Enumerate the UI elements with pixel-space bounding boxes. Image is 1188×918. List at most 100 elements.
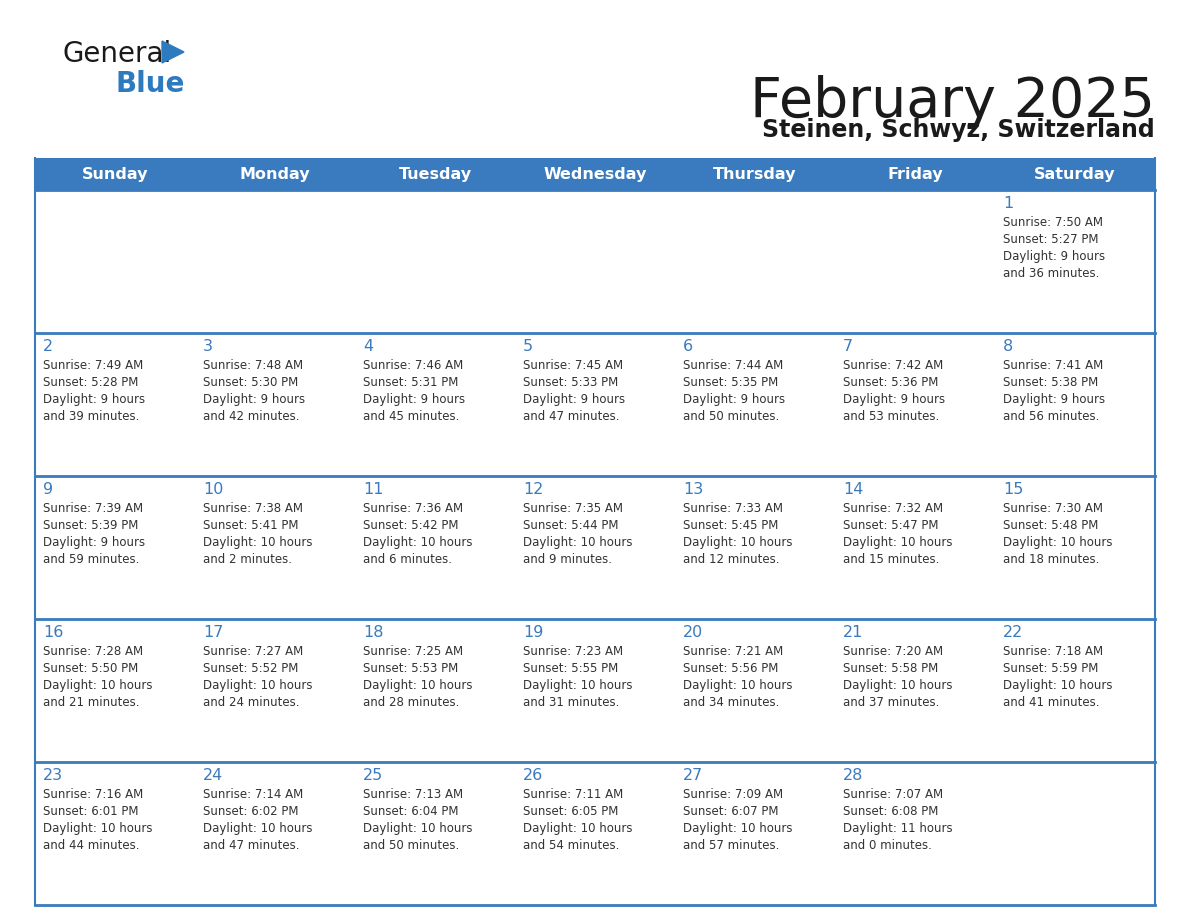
Text: Sunrise: 7:09 AM: Sunrise: 7:09 AM bbox=[683, 788, 783, 801]
Text: Sunset: 5:33 PM: Sunset: 5:33 PM bbox=[523, 376, 618, 389]
Text: Sunrise: 7:13 AM: Sunrise: 7:13 AM bbox=[364, 788, 463, 801]
Text: Sunrise: 7:23 AM: Sunrise: 7:23 AM bbox=[523, 645, 624, 658]
Text: and 6 minutes.: and 6 minutes. bbox=[364, 553, 451, 566]
Text: Friday: Friday bbox=[887, 166, 943, 182]
Text: 6: 6 bbox=[683, 339, 693, 354]
Text: Sunset: 5:39 PM: Sunset: 5:39 PM bbox=[43, 519, 138, 532]
Text: Monday: Monday bbox=[240, 166, 310, 182]
Text: and 21 minutes.: and 21 minutes. bbox=[43, 696, 139, 709]
Text: and 37 minutes.: and 37 minutes. bbox=[843, 696, 940, 709]
Text: and 47 minutes.: and 47 minutes. bbox=[523, 410, 619, 423]
Text: Daylight: 10 hours: Daylight: 10 hours bbox=[1003, 536, 1112, 549]
Text: Daylight: 10 hours: Daylight: 10 hours bbox=[683, 536, 792, 549]
Text: Sunrise: 7:38 AM: Sunrise: 7:38 AM bbox=[203, 502, 303, 515]
Text: Daylight: 10 hours: Daylight: 10 hours bbox=[843, 536, 953, 549]
Text: Sunset: 5:50 PM: Sunset: 5:50 PM bbox=[43, 662, 138, 675]
Text: General: General bbox=[62, 40, 171, 68]
Text: Sunrise: 7:32 AM: Sunrise: 7:32 AM bbox=[843, 502, 943, 515]
Text: Daylight: 10 hours: Daylight: 10 hours bbox=[203, 679, 312, 692]
Text: Daylight: 10 hours: Daylight: 10 hours bbox=[203, 822, 312, 835]
Text: Sunrise: 7:42 AM: Sunrise: 7:42 AM bbox=[843, 359, 943, 372]
Text: Sunset: 5:38 PM: Sunset: 5:38 PM bbox=[1003, 376, 1098, 389]
Bar bbox=[34, 158, 1155, 190]
Text: Sunset: 5:35 PM: Sunset: 5:35 PM bbox=[683, 376, 778, 389]
Text: and 0 minutes.: and 0 minutes. bbox=[843, 839, 931, 852]
Text: and 50 minutes.: and 50 minutes. bbox=[364, 839, 460, 852]
Text: Sunset: 5:44 PM: Sunset: 5:44 PM bbox=[523, 519, 619, 532]
Text: and 47 minutes.: and 47 minutes. bbox=[203, 839, 299, 852]
Text: Daylight: 9 hours: Daylight: 9 hours bbox=[523, 393, 625, 406]
Text: Daylight: 9 hours: Daylight: 9 hours bbox=[843, 393, 946, 406]
Text: Saturday: Saturday bbox=[1035, 166, 1116, 182]
Text: and 53 minutes.: and 53 minutes. bbox=[843, 410, 940, 423]
Text: Daylight: 9 hours: Daylight: 9 hours bbox=[43, 393, 145, 406]
Text: and 18 minutes.: and 18 minutes. bbox=[1003, 553, 1099, 566]
Text: 23: 23 bbox=[43, 768, 63, 783]
Text: 21: 21 bbox=[843, 625, 864, 640]
Text: Daylight: 10 hours: Daylight: 10 hours bbox=[203, 536, 312, 549]
Text: and 31 minutes.: and 31 minutes. bbox=[523, 696, 619, 709]
Text: Daylight: 10 hours: Daylight: 10 hours bbox=[523, 822, 632, 835]
Text: Sunday: Sunday bbox=[82, 166, 148, 182]
Text: Sunset: 6:05 PM: Sunset: 6:05 PM bbox=[523, 805, 619, 818]
Text: Sunset: 5:41 PM: Sunset: 5:41 PM bbox=[203, 519, 298, 532]
Text: Sunrise: 7:33 AM: Sunrise: 7:33 AM bbox=[683, 502, 783, 515]
Text: Sunset: 5:36 PM: Sunset: 5:36 PM bbox=[843, 376, 939, 389]
Text: Sunset: 6:02 PM: Sunset: 6:02 PM bbox=[203, 805, 298, 818]
Text: Steinen, Schwyz, Switzerland: Steinen, Schwyz, Switzerland bbox=[763, 118, 1155, 142]
Text: Daylight: 9 hours: Daylight: 9 hours bbox=[1003, 393, 1105, 406]
Text: 15: 15 bbox=[1003, 482, 1023, 497]
Text: and 39 minutes.: and 39 minutes. bbox=[43, 410, 139, 423]
Bar bbox=[34, 762, 1155, 905]
Text: and 28 minutes.: and 28 minutes. bbox=[364, 696, 460, 709]
Text: Daylight: 10 hours: Daylight: 10 hours bbox=[683, 679, 792, 692]
Bar bbox=[34, 619, 1155, 762]
Text: Sunrise: 7:16 AM: Sunrise: 7:16 AM bbox=[43, 788, 144, 801]
Text: 5: 5 bbox=[523, 339, 533, 354]
Text: Sunset: 5:28 PM: Sunset: 5:28 PM bbox=[43, 376, 138, 389]
Text: Blue: Blue bbox=[115, 70, 184, 98]
Text: Daylight: 10 hours: Daylight: 10 hours bbox=[43, 679, 152, 692]
Text: 24: 24 bbox=[203, 768, 223, 783]
Text: Daylight: 10 hours: Daylight: 10 hours bbox=[43, 822, 152, 835]
Text: Sunset: 5:59 PM: Sunset: 5:59 PM bbox=[1003, 662, 1099, 675]
Text: Sunset: 5:55 PM: Sunset: 5:55 PM bbox=[523, 662, 618, 675]
Text: 12: 12 bbox=[523, 482, 543, 497]
Text: and 54 minutes.: and 54 minutes. bbox=[523, 839, 619, 852]
Text: Sunrise: 7:46 AM: Sunrise: 7:46 AM bbox=[364, 359, 463, 372]
Text: 11: 11 bbox=[364, 482, 384, 497]
Text: 18: 18 bbox=[364, 625, 384, 640]
Text: and 15 minutes.: and 15 minutes. bbox=[843, 553, 940, 566]
Text: 14: 14 bbox=[843, 482, 864, 497]
Bar bbox=[34, 333, 1155, 476]
Text: Sunrise: 7:41 AM: Sunrise: 7:41 AM bbox=[1003, 359, 1104, 372]
Text: Sunset: 5:56 PM: Sunset: 5:56 PM bbox=[683, 662, 778, 675]
Text: 1: 1 bbox=[1003, 196, 1013, 211]
Text: Sunrise: 7:49 AM: Sunrise: 7:49 AM bbox=[43, 359, 144, 372]
Bar bbox=[34, 476, 1155, 619]
Text: Sunrise: 7:14 AM: Sunrise: 7:14 AM bbox=[203, 788, 303, 801]
Text: Sunrise: 7:39 AM: Sunrise: 7:39 AM bbox=[43, 502, 143, 515]
Text: and 50 minutes.: and 50 minutes. bbox=[683, 410, 779, 423]
Text: Daylight: 10 hours: Daylight: 10 hours bbox=[843, 679, 953, 692]
Text: Sunset: 5:42 PM: Sunset: 5:42 PM bbox=[364, 519, 459, 532]
Text: Sunset: 5:45 PM: Sunset: 5:45 PM bbox=[683, 519, 778, 532]
Text: and 45 minutes.: and 45 minutes. bbox=[364, 410, 460, 423]
Text: and 36 minutes.: and 36 minutes. bbox=[1003, 267, 1099, 280]
Text: Daylight: 9 hours: Daylight: 9 hours bbox=[1003, 250, 1105, 263]
Text: and 34 minutes.: and 34 minutes. bbox=[683, 696, 779, 709]
Text: 17: 17 bbox=[203, 625, 223, 640]
Text: Sunrise: 7:35 AM: Sunrise: 7:35 AM bbox=[523, 502, 623, 515]
Text: 20: 20 bbox=[683, 625, 703, 640]
Text: and 12 minutes.: and 12 minutes. bbox=[683, 553, 779, 566]
Text: Sunset: 5:31 PM: Sunset: 5:31 PM bbox=[364, 376, 459, 389]
Text: Tuesday: Tuesday bbox=[398, 166, 472, 182]
Text: 8: 8 bbox=[1003, 339, 1013, 354]
Text: and 9 minutes.: and 9 minutes. bbox=[523, 553, 612, 566]
Text: and 2 minutes.: and 2 minutes. bbox=[203, 553, 292, 566]
Text: 10: 10 bbox=[203, 482, 223, 497]
Text: 13: 13 bbox=[683, 482, 703, 497]
Text: 2: 2 bbox=[43, 339, 53, 354]
Text: Daylight: 10 hours: Daylight: 10 hours bbox=[523, 536, 632, 549]
Text: 26: 26 bbox=[523, 768, 543, 783]
